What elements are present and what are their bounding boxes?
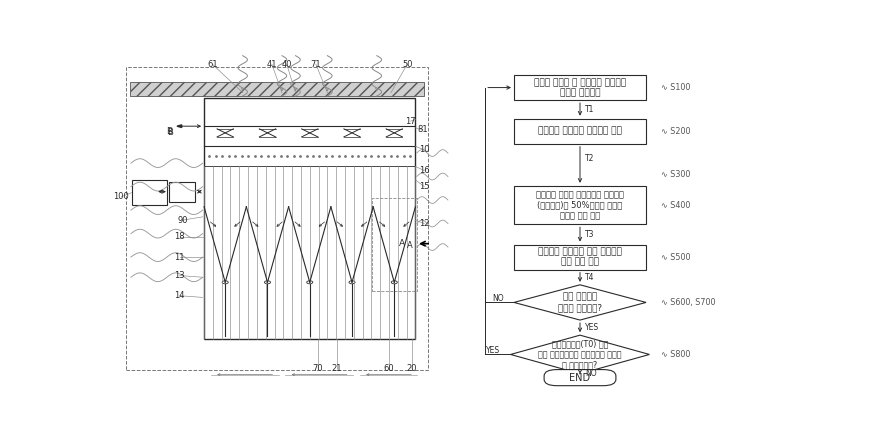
Text: ∿ S400: ∿ S400	[662, 201, 690, 210]
Text: 81: 81	[418, 125, 428, 134]
Text: T4: T4	[586, 273, 595, 282]
Text: ∿ S100: ∿ S100	[662, 83, 690, 92]
Text: A: A	[407, 241, 413, 250]
Bar	[514, 119, 646, 144]
Text: 15: 15	[419, 182, 429, 191]
Text: 100: 100	[114, 192, 129, 201]
Polygon shape	[514, 285, 646, 320]
Bar	[371, 198, 417, 291]
Text: 13: 13	[175, 271, 185, 280]
Text: 61: 61	[207, 60, 218, 68]
Text: 70: 70	[313, 364, 323, 373]
Text: 60: 60	[384, 364, 394, 373]
Text: ∿ S800: ∿ S800	[662, 350, 690, 359]
Text: ∿ S600, S700: ∿ S600, S700	[662, 298, 716, 307]
FancyBboxPatch shape	[545, 370, 616, 386]
Text: 일정시간수기(T0) 또는
전체 여과집진기의 압력손실이 수성값
에 이르렀는가?: 일정시간수기(T0) 또는 전체 여과집진기의 압력손실이 수성값 에 이르렀는…	[538, 340, 621, 369]
Text: NO: NO	[492, 294, 503, 303]
Text: B: B	[167, 128, 173, 137]
Text: 50: 50	[402, 60, 413, 68]
Polygon shape	[510, 335, 649, 374]
Bar	[169, 181, 195, 202]
Text: 71: 71	[310, 60, 321, 68]
Bar	[132, 180, 167, 205]
Bar	[129, 82, 424, 96]
Text: 탈진대상 집진실 통과유량이 정상유량
(완전개방)의 50%이하가 되도록
집진실 일부 개방: 탈진대상 집진실 통과유량이 정상유량 (완전개방)의 50%이하가 되도록 집…	[536, 190, 624, 220]
Text: 20: 20	[406, 364, 417, 373]
Text: 10: 10	[419, 145, 429, 154]
Bar	[514, 186, 646, 225]
Text: NO: NO	[586, 369, 597, 378]
Text: 16: 16	[419, 166, 429, 175]
Text: 탈진대상 집진실의 집진필터 탈진: 탈진대상 집진실의 집진필터 탈진	[538, 127, 622, 136]
Text: 모든 집진실의
탈진이 끝났는가?: 모든 집진실의 탈진이 끝났는가?	[558, 293, 602, 312]
Text: 41: 41	[267, 60, 277, 68]
Text: T2: T2	[586, 153, 595, 163]
Text: ∿ S300: ∿ S300	[662, 170, 690, 179]
Text: 18: 18	[175, 232, 185, 242]
Text: END: END	[570, 373, 591, 383]
Text: 탈진대상 집진실을 완전 개방하여
정상 유량 복귀: 탈진대상 집진실을 완전 개방하여 정상 유량 복귀	[538, 247, 622, 267]
Text: YES: YES	[586, 323, 600, 332]
Text: A: A	[399, 239, 406, 248]
Text: 90: 90	[177, 216, 188, 225]
Bar	[126, 68, 427, 370]
Text: ∿ S200: ∿ S200	[662, 127, 690, 136]
Bar	[514, 75, 646, 100]
Text: 14: 14	[175, 291, 185, 300]
Text: T3: T3	[586, 230, 595, 239]
Bar	[205, 98, 415, 339]
Text: 다수의 집진실 중 탈진대상 집진실의
유량을 완전차단: 다수의 집진실 중 탈진대상 집진실의 유량을 완전차단	[534, 78, 626, 97]
Text: 11: 11	[175, 252, 185, 262]
Text: 21: 21	[331, 364, 342, 373]
Text: 40: 40	[281, 60, 292, 68]
Text: YES: YES	[486, 346, 501, 355]
Text: ∿ S500: ∿ S500	[662, 252, 690, 262]
Text: 17: 17	[406, 117, 416, 126]
Text: T1: T1	[586, 105, 595, 114]
Bar	[514, 245, 646, 270]
Text: B: B	[166, 127, 172, 136]
Polygon shape	[177, 125, 182, 127]
Text: 12: 12	[419, 219, 429, 228]
